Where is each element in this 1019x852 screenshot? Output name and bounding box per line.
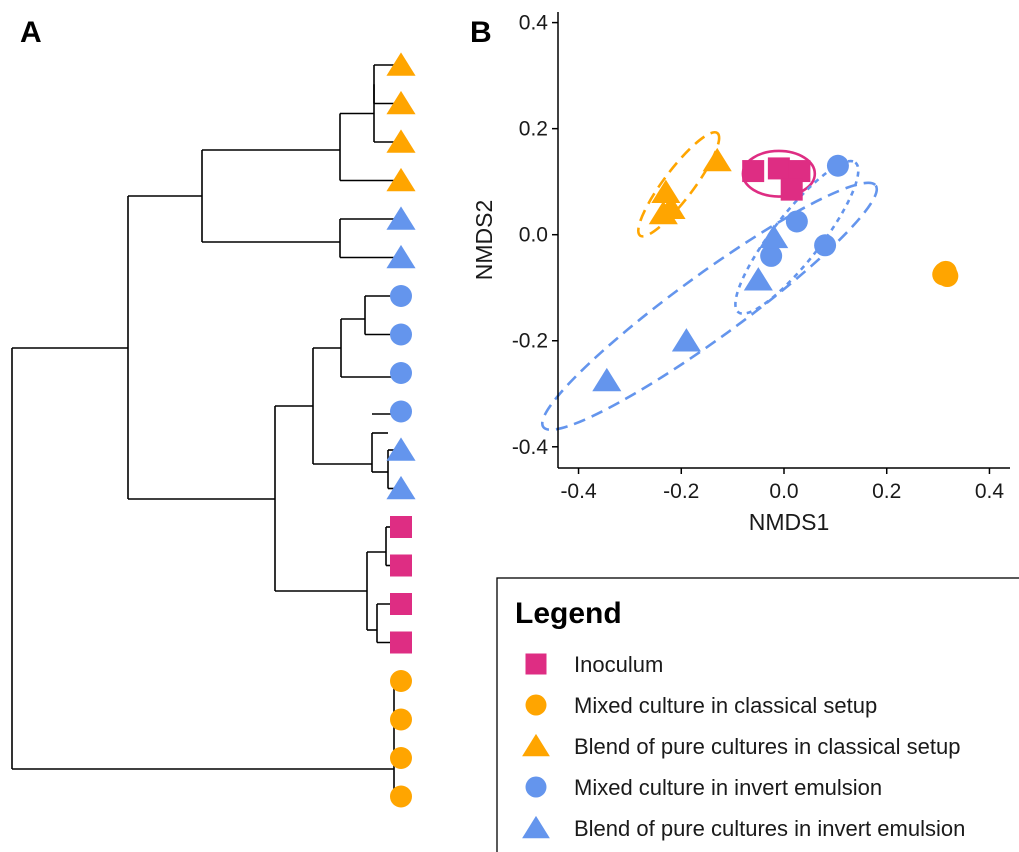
point-blend_invert	[759, 224, 789, 249]
legend-items: Inoculum Mixed culture in classical setup…	[522, 652, 965, 841]
panel-b-label: B	[470, 16, 492, 49]
legend-box	[496, 577, 1019, 852]
point-blend_invert	[671, 328, 701, 352]
point-mixed_invert	[826, 154, 849, 177]
dendrogram-leaf-inoculum	[390, 631, 412, 654]
nmds-scatter-plot: 0.4 0.2 0.0 -0.2 -0.4 -0.4 -0.2 0.0 0.2 0.4 NMDS1 N…	[471, 12, 1010, 535]
legend: Legend Inoculum Mixed culture in classica…	[496, 577, 1019, 852]
y-tick-label: -0.4	[512, 436, 549, 459]
x-tick-label: 0.2	[872, 480, 901, 503]
point-mixed_invert	[760, 244, 783, 267]
point-inoculum	[742, 160, 765, 183]
dendrogram-leaf-blend_classical	[386, 167, 416, 192]
point-blend_invert	[592, 367, 622, 392]
point-inoculum	[767, 157, 790, 180]
point-mixed_invert	[814, 234, 837, 257]
dendrogram-leaf-blend_invert	[386, 437, 416, 461]
legend-item-label: Inoculum	[574, 652, 663, 677]
legend-item-label: Mixed culture in classical setup	[574, 693, 877, 718]
dendrogram-leaf-inoculum	[390, 516, 412, 538]
point-blend_classical	[648, 200, 678, 225]
axes: 0.4 0.2 0.0 -0.2 -0.4 -0.4 -0.2 0.0 0.2 0.4 NMDS1 N…	[471, 12, 1010, 535]
dendrogram-leaf-mixed_invert	[390, 323, 412, 346]
legend-title: Legend	[515, 597, 622, 630]
y-tick-label: 0.2	[519, 118, 548, 141]
legend-item: Inoculum	[525, 652, 663, 677]
dendrogram-leaf-blend_classical	[386, 90, 416, 115]
legend-item: Blend of pure cultures in classical setu…	[522, 733, 960, 759]
legend-key-circle	[525, 694, 547, 716]
point-inoculum	[788, 160, 811, 183]
legend-item: Mixed culture in classical setup	[525, 693, 877, 718]
dendrogram-leaf-blend_invert	[386, 475, 416, 500]
dendrogram-leaf-blend_classical	[386, 129, 416, 153]
dendrogram-leaf-inoculum	[390, 554, 412, 577]
y-tick-label: 0.0	[519, 224, 548, 247]
legend-key-square	[525, 653, 547, 675]
legend-item: Mixed culture in invert emulsion	[525, 775, 882, 800]
x-tick-label: 0.4	[975, 480, 1005, 503]
dendrogram-leaf-mixed_invert	[390, 400, 412, 423]
ellipse-invert_blend	[540, 181, 879, 432]
dendrogram-leaf-mixed_classical	[390, 670, 412, 692]
point-blend_classical	[651, 179, 681, 204]
legend-key-triangle	[522, 733, 550, 757]
legend-key-triangle	[522, 815, 550, 839]
point-blend_classical	[702, 147, 732, 172]
x-tick-label: -0.2	[663, 480, 699, 503]
y-tick-label: -0.2	[512, 330, 548, 353]
point-mixed_invert	[785, 210, 808, 233]
dendrogram-leaf-mixed_classical	[390, 708, 412, 731]
y-axis-title: NMDS2	[471, 200, 497, 281]
point-layer	[592, 147, 959, 392]
dendrogram-leaf-blend_classical	[386, 52, 416, 76]
x-axis-title: NMDS1	[749, 509, 830, 535]
ellipse-blend_classical	[636, 130, 721, 238]
point-blend_invert	[743, 267, 773, 291]
dendrogram-leaf-inoculum	[390, 593, 412, 615]
legend-item-label: Blend of pure cultures in classical setu…	[574, 734, 960, 759]
x-tick-label: -0.4	[560, 480, 597, 503]
legend-item-label: Blend of pure cultures in invert emulsio…	[574, 816, 965, 841]
dendrogram-leaf-mixed_invert	[390, 285, 412, 307]
point-inoculum	[780, 178, 803, 201]
y-tick-label: 0.4	[519, 12, 549, 35]
point-mixed_classical	[933, 261, 956, 284]
ellipse-layer	[540, 130, 879, 432]
legend-key-circle	[525, 776, 547, 798]
legend-item: Blend of pure cultures in invert emulsio…	[522, 815, 965, 841]
dendrogram-leaf-mixed_classical	[390, 785, 412, 808]
panel-a-label: A	[20, 16, 42, 49]
dendrogram	[11, 52, 416, 808]
dendrogram-leaf-mixed_classical	[390, 747, 412, 769]
x-tick-label: 0.0	[769, 480, 798, 503]
dendrogram-leaf-blend_invert	[386, 206, 416, 230]
dendrogram-leaf-mixed_invert	[390, 362, 412, 384]
legend-item-label: Mixed culture in invert emulsion	[574, 775, 882, 800]
dendrogram-leaf-blend_invert	[386, 244, 416, 269]
